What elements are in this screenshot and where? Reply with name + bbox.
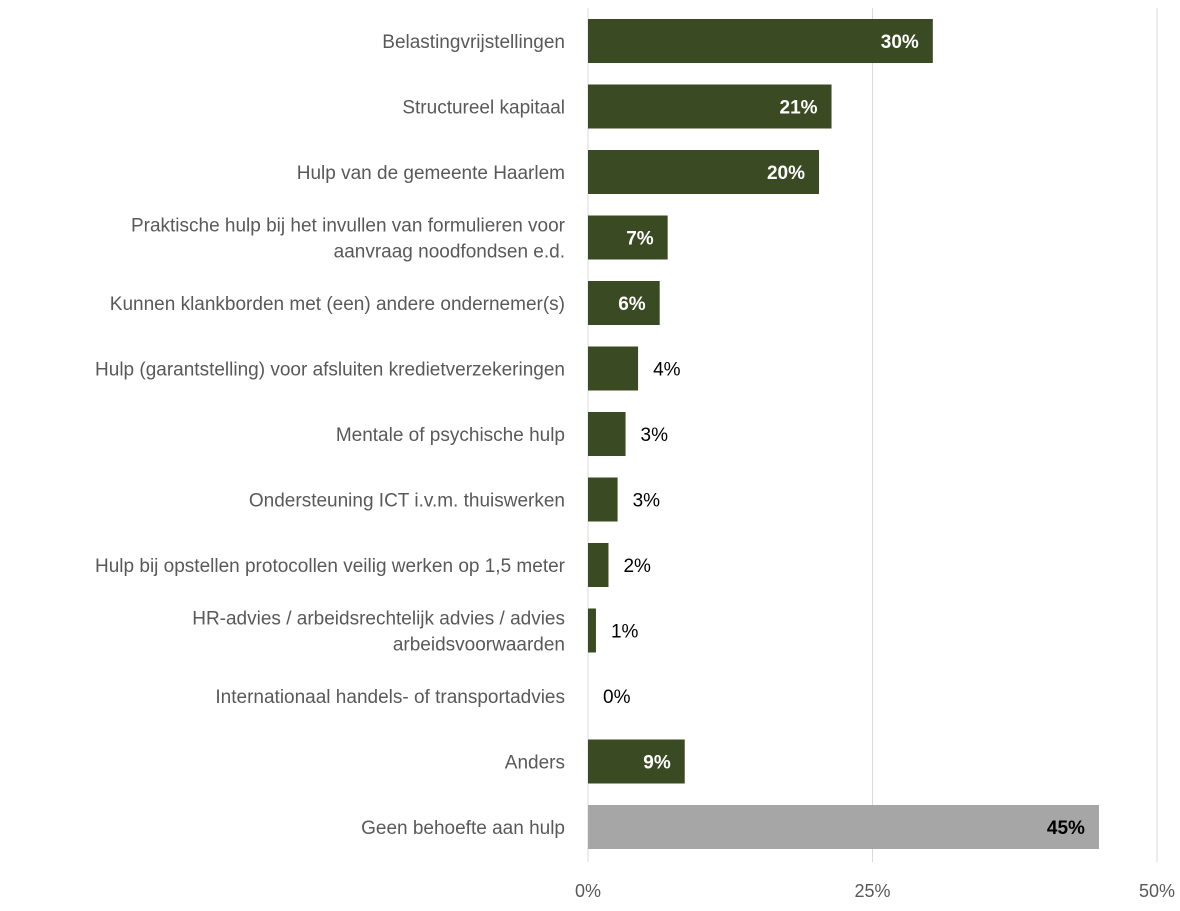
bar xyxy=(588,739,685,784)
category-label: Mentale of psychische hulp xyxy=(336,425,565,446)
category-label: Hulp van de gemeente Haarlem xyxy=(297,163,565,184)
data-label: 6% xyxy=(618,294,646,315)
bar xyxy=(588,346,639,391)
bar xyxy=(588,84,832,129)
bar xyxy=(588,543,609,587)
category-label: Praktische hulp bij het invullen van for… xyxy=(131,216,566,263)
data-label: 7% xyxy=(626,229,654,250)
category-label: Kunnen klankborden met (een) andere onde… xyxy=(110,294,565,315)
gridlines xyxy=(587,8,1158,862)
data-label: 20% xyxy=(767,163,805,184)
category-label-line: Geen behoefte aan hulp xyxy=(361,818,565,839)
category-label: Belastingvrijstellingen xyxy=(382,32,565,53)
category-label-line: Belastingvrijstellingen xyxy=(382,32,565,53)
bar xyxy=(588,281,660,325)
data-label: 4% xyxy=(653,360,681,381)
category-label: HR-advies / arbeidsrechtelijk advies / a… xyxy=(192,609,565,656)
bar xyxy=(588,477,618,522)
x-axis-tick-labels: 0% 25% 50% xyxy=(575,881,1175,901)
data-label: 1% xyxy=(611,622,639,643)
x-tick-label: 0% xyxy=(575,881,601,901)
data-label: 45% xyxy=(1047,818,1085,839)
category-label-line: Internationaal handels- of transportadvi… xyxy=(215,687,565,708)
category-label-line: HR-advies / arbeidsrechtelijk advies / a… xyxy=(192,609,565,630)
category-label: Internationaal handels- of transportadvi… xyxy=(215,687,565,708)
data-label: 2% xyxy=(623,556,651,577)
category-label-line: Hulp van de gemeente Haarlem xyxy=(297,163,565,184)
data-label: 30% xyxy=(881,32,919,53)
data-label: 9% xyxy=(643,753,671,774)
bar xyxy=(588,608,596,653)
bar xyxy=(588,412,626,456)
category-labels: Belastingvrijstellingen Structureel kapit… xyxy=(95,32,566,839)
bars xyxy=(588,19,1099,849)
bar xyxy=(588,805,1099,849)
data-label: 21% xyxy=(780,98,818,119)
bar xyxy=(588,19,933,63)
x-tick-label: 25% xyxy=(854,881,890,901)
category-label: Geen behoefte aan hulp xyxy=(361,818,565,839)
category-label-line: Ondersteuning ICT i.v.m. thuiswerken xyxy=(249,491,565,512)
category-label-line: Hulp bij opstellen protocollen veilig we… xyxy=(95,556,566,577)
data-label: 3% xyxy=(633,491,661,512)
category-label: Ondersteuning ICT i.v.m. thuiswerken xyxy=(249,491,565,512)
data-labels: 30% 21% 20% 7% 6% 4% 3% 3% 2% 1% 0% 9% 45% xyxy=(603,32,1085,839)
x-tick-label: 50% xyxy=(1139,881,1175,901)
category-label-line: Kunnen klankborden met (een) andere onde… xyxy=(110,294,565,315)
category-label: Hulp (garantstelling) voor afsluiten kre… xyxy=(95,360,565,381)
bar xyxy=(588,150,820,194)
bar xyxy=(588,215,668,260)
category-label-line: Anders xyxy=(505,753,565,774)
category-label-line: aanvraag noodfondsen e.d. xyxy=(334,242,565,263)
category-label: Structureel kapitaal xyxy=(402,98,565,119)
category-label-line: Hulp (garantstelling) voor afsluiten kre… xyxy=(95,360,565,381)
category-label: Anders xyxy=(505,753,565,774)
category-label-line: Praktische hulp bij het invullen van for… xyxy=(131,216,566,237)
category-label-line: arbeidsvoorwaarden xyxy=(393,635,565,656)
category-label-line: Mentale of psychische hulp xyxy=(336,425,565,446)
category-label: Hulp bij opstellen protocollen veilig we… xyxy=(95,556,566,577)
data-label: 0% xyxy=(603,687,631,708)
data-label: 3% xyxy=(641,425,669,446)
category-label-line: Structureel kapitaal xyxy=(402,98,565,119)
